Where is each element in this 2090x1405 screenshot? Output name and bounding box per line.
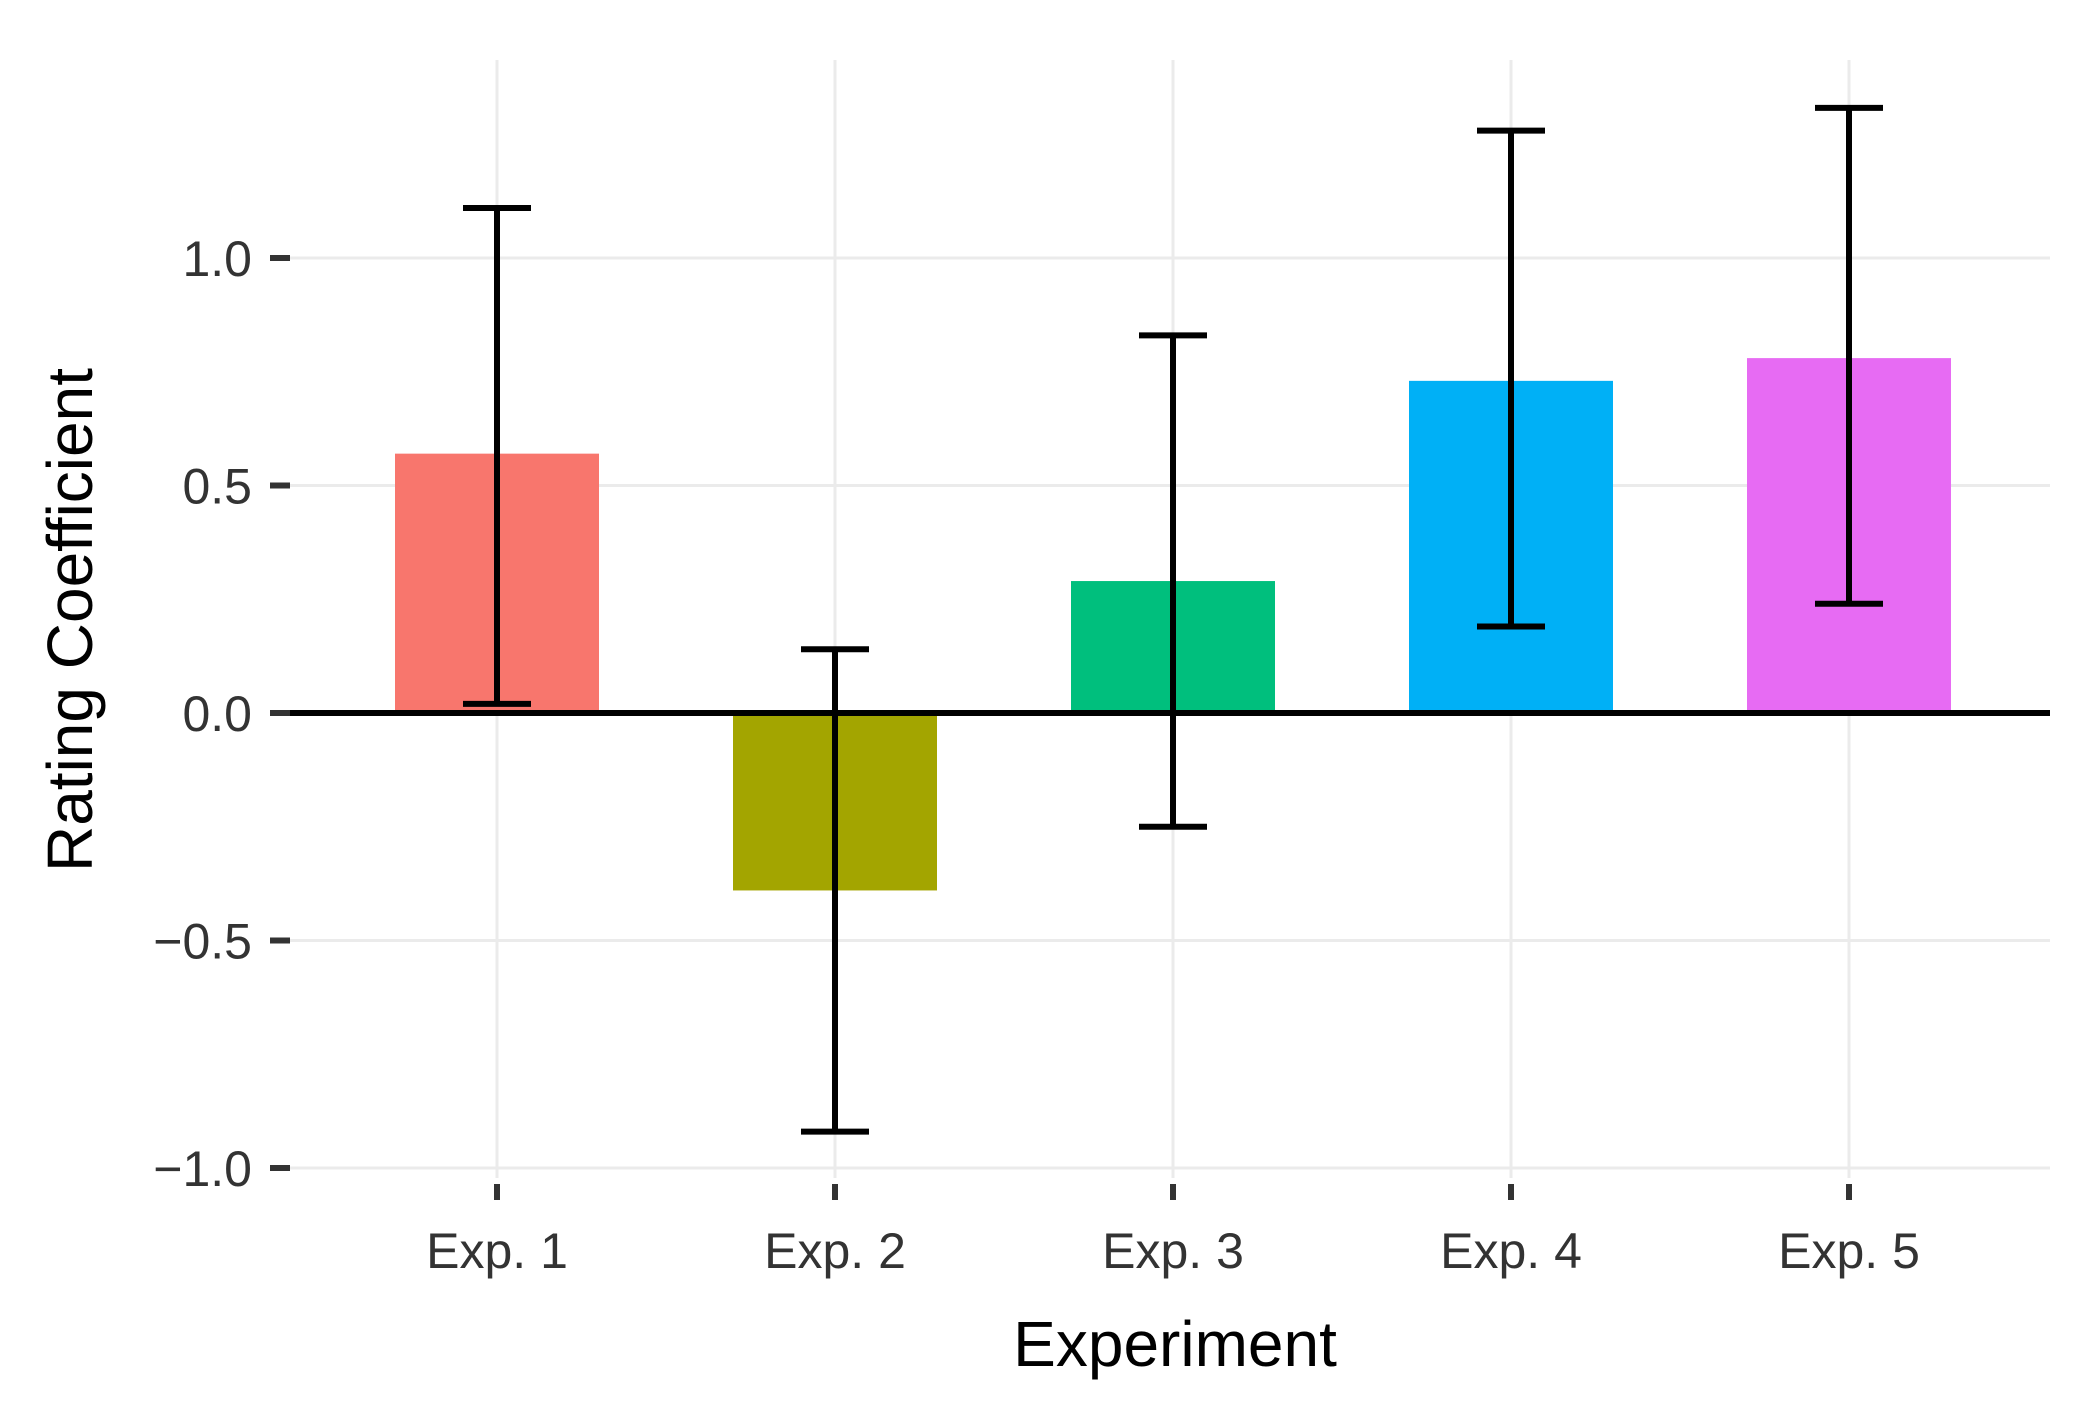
y-tick-label: 0.5	[182, 459, 252, 515]
x-axis-title: Experiment	[1013, 1308, 1337, 1380]
x-tick-label: Exp. 5	[1778, 1223, 1920, 1279]
x-tick-label: Exp. 1	[426, 1223, 568, 1279]
y-axis-title: Rating Coefficient	[34, 368, 106, 872]
y-tick-label: −1.0	[153, 1141, 252, 1197]
error-bar-5	[1815, 104, 1883, 607]
error-bar-4	[1477, 127, 1545, 630]
error-bar-2	[801, 646, 869, 1135]
y-tick-label: 0.0	[182, 686, 252, 742]
x-axis: Exp. 1 Exp. 2 Exp. 3 Exp. 4 Exp. 5	[426, 1184, 1920, 1279]
error-bar-1	[463, 204, 531, 707]
y-tick-label: −0.5	[153, 914, 252, 970]
error-bars	[463, 104, 1883, 1135]
x-tick-label: Exp. 2	[764, 1223, 906, 1279]
y-axis: −1.0 −0.5 0.0 0.5 1.0	[153, 231, 290, 1197]
y-tick-label: 1.0	[182, 231, 252, 287]
x-tick-label: Exp. 4	[1440, 1223, 1582, 1279]
x-tick-label: Exp. 3	[1102, 1223, 1244, 1279]
error-bar-3	[1139, 332, 1207, 830]
